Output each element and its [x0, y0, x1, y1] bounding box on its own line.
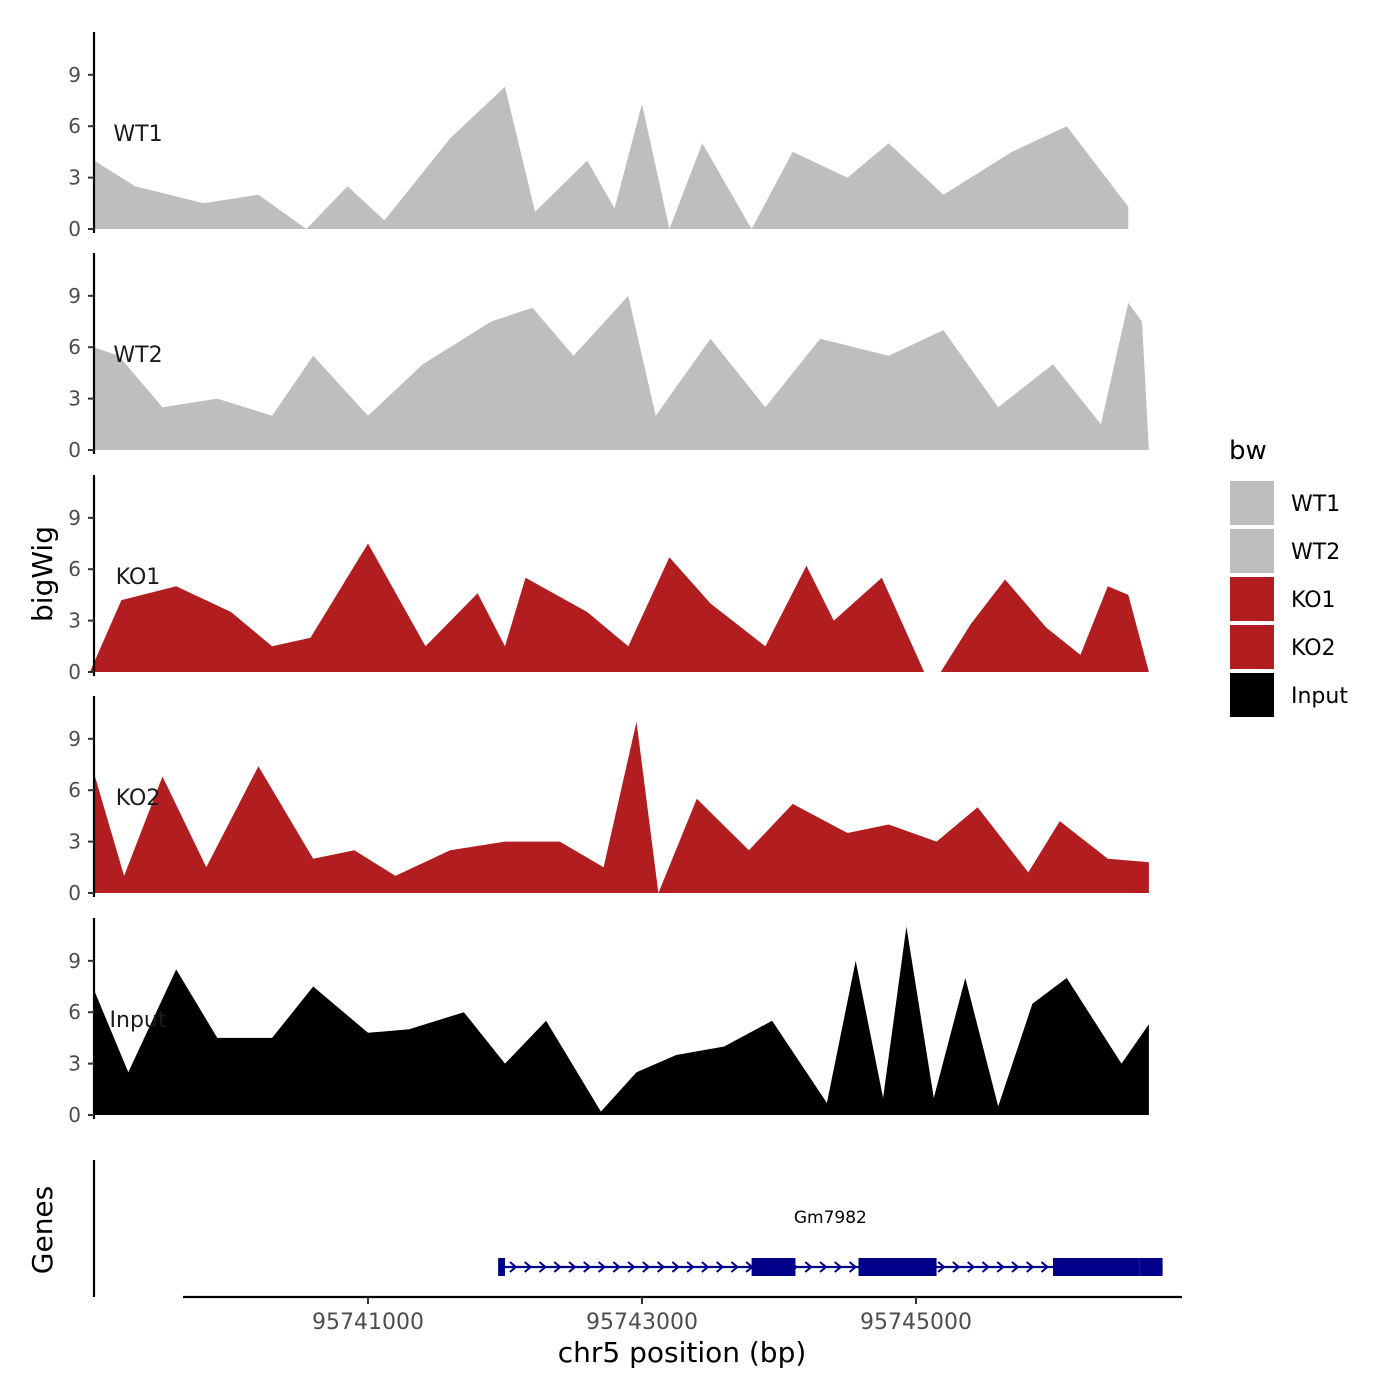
- legend-swatch-wt2: [1230, 529, 1274, 573]
- strand-arrow: [1011, 1261, 1020, 1273]
- strand-arrow: [804, 1261, 813, 1273]
- y-tick-label: 0: [68, 660, 81, 684]
- strand-arrow: [538, 1261, 548, 1273]
- strand-arrow: [627, 1261, 636, 1273]
- y-axis-title: bigWig: [26, 526, 59, 622]
- y-tick-label: 3: [68, 609, 81, 633]
- legend-label-input: Input: [1291, 684, 1348, 709]
- strand-arrow: [848, 1261, 858, 1273]
- gene-exon: [858, 1258, 937, 1276]
- y-tick-label: 9: [68, 284, 81, 308]
- panel-input: 0 3 6 9 Input: [68, 918, 1149, 1127]
- legend-title: bw: [1229, 436, 1267, 466]
- genes-axis-title: Genes: [26, 1186, 59, 1274]
- strand-arrow: [656, 1261, 666, 1273]
- strand-arrow: [715, 1261, 725, 1273]
- y-tick-label: 0: [68, 438, 81, 462]
- gene-exon: [1053, 1258, 1140, 1276]
- legend-label-ko1: KO1: [1291, 588, 1336, 613]
- y-tick-label: 9: [68, 63, 81, 87]
- strand-arrow: [819, 1261, 828, 1273]
- ko2-area-0: [94, 721, 1149, 893]
- legend-label-wt2: WT2: [1291, 540, 1340, 565]
- strand-arrow: [686, 1261, 695, 1273]
- panel-ko1: 0 3 6 9 KO1: [68, 475, 1149, 684]
- track-label-ko2: KO2: [116, 786, 161, 811]
- legend-label-ko2: KO2: [1291, 636, 1336, 661]
- legend: bw WT1 WT2 KO1 KO2 Input: [1229, 436, 1348, 717]
- wt1-area-0: [94, 86, 1129, 229]
- panel-ko2: 0 3 6 9 KO2: [68, 696, 1149, 905]
- y-tick-label: 3: [68, 1052, 81, 1076]
- y-tick-label: 0: [68, 1103, 81, 1127]
- strand-arrow: [568, 1261, 577, 1273]
- ko1-area-0: [89, 543, 925, 672]
- y-tick-label: 6: [68, 114, 81, 138]
- ko1-area-1: [940, 579, 1149, 672]
- track-label-wt1: WT1: [113, 122, 162, 147]
- track-label-input: Input: [110, 1008, 167, 1033]
- gene-exon: [498, 1258, 505, 1276]
- strand-arrow: [701, 1261, 710, 1273]
- x-tick-label: 95745000: [860, 1310, 972, 1335]
- legend-swatch-ko1: [1230, 577, 1274, 621]
- gene-exon: [751, 1258, 796, 1276]
- strand-arrow: [952, 1261, 961, 1273]
- strand-arrow: [524, 1261, 533, 1273]
- strand-arrow: [730, 1261, 739, 1273]
- legend-swatch-input: [1230, 673, 1274, 717]
- y-tick-label: 6: [68, 335, 81, 359]
- panel-wt2: 0 3 6 9 WT2: [68, 253, 1149, 462]
- strand-arrow: [642, 1261, 651, 1273]
- y-tick-label: 9: [68, 506, 81, 530]
- strand-arrow: [671, 1261, 680, 1273]
- strand-arrow: [612, 1261, 621, 1273]
- x-axis-title: chr5 position (bp): [558, 1336, 807, 1369]
- legend-swatch-ko2: [1230, 625, 1274, 669]
- x-axis: 95741000 95743000 95745000: [183, 1295, 1182, 1335]
- track-label-wt2: WT2: [113, 343, 162, 368]
- track-label-ko1: KO1: [116, 565, 161, 590]
- genes-panel: Gm7982: [92, 1160, 1163, 1297]
- y-tick-label: 9: [68, 727, 81, 751]
- strand-arrow: [834, 1261, 843, 1273]
- strand-arrow: [553, 1261, 562, 1273]
- x-tick-label: 95741000: [312, 1310, 424, 1335]
- panel-wt1: 0 3 6 9 WT1: [68, 32, 1129, 241]
- y-tick-label: 9: [68, 949, 81, 973]
- strand-arrow: [937, 1261, 946, 1273]
- y-tick-label: 6: [68, 1000, 81, 1024]
- strand-arrow: [509, 1261, 518, 1273]
- y-tick-label: 3: [68, 387, 81, 411]
- y-tick-label: 0: [68, 217, 81, 241]
- signal-panels: 0 3 6 9 WT1 0 3 6 9 WT2 0 3 6 9 KO1 0 3 6 9 KO2 0 3 6 9 Input: [68, 32, 1149, 1127]
- y-tick-label: 0: [68, 881, 81, 905]
- y-tick-label: 6: [68, 557, 81, 581]
- strand-arrow: [1040, 1261, 1050, 1273]
- gene-label: Gm7982: [794, 1208, 867, 1228]
- x-tick-label: 95743000: [586, 1310, 698, 1335]
- gene-exon: [1139, 1258, 1163, 1276]
- strand-arrow: [967, 1261, 976, 1273]
- strand-arrow: [981, 1261, 990, 1273]
- strand-arrow: [996, 1261, 1005, 1273]
- strand-arrow: [1026, 1261, 1035, 1273]
- legend-label-wt1: WT1: [1291, 492, 1340, 517]
- y-tick-label: 3: [68, 166, 81, 190]
- strand-arrow: [597, 1261, 607, 1273]
- strand-arrow: [583, 1261, 592, 1273]
- y-tick-label: 3: [68, 830, 81, 854]
- wt2-area-0: [94, 295, 1149, 450]
- y-tick-label: 6: [68, 778, 81, 802]
- legend-swatch-wt1: [1230, 481, 1274, 525]
- input-area-0: [94, 926, 1149, 1115]
